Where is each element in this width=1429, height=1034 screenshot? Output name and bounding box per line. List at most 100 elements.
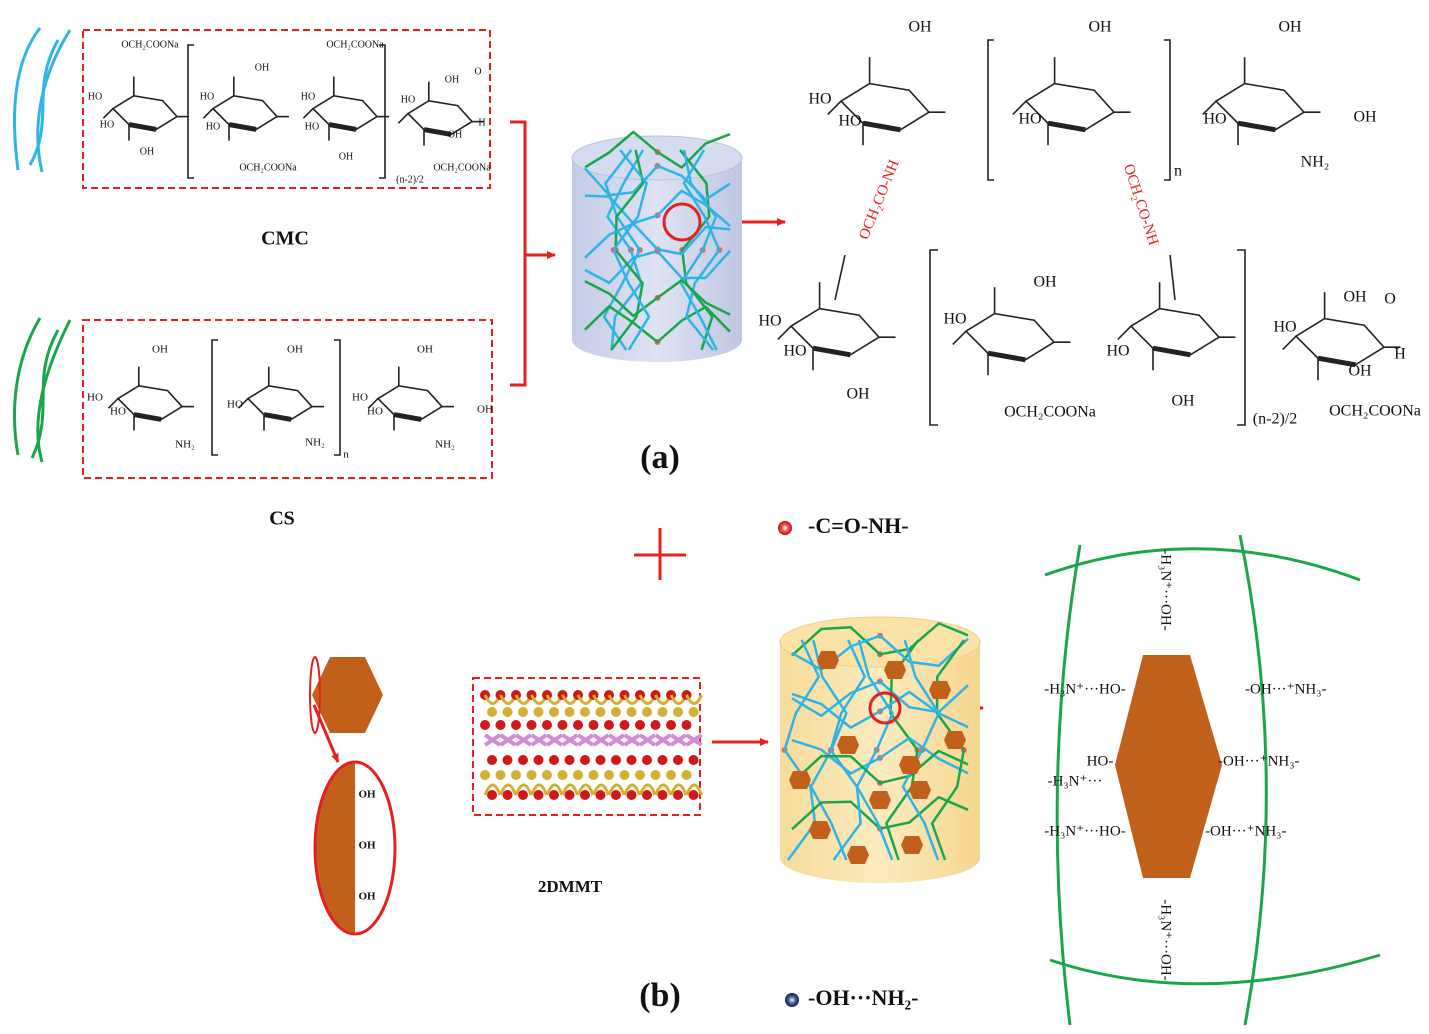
legend-symbol: [778, 521, 792, 535]
chem-label: OH: [417, 344, 433, 356]
chem-label: HO: [367, 406, 383, 418]
figure: OCH₂COONaHOHOOHOHHOHOOCH₂COONaOCH₂COONaH…: [0, 0, 1429, 1029]
chem-label: -H₃N⁺···HO-: [1044, 681, 1125, 697]
chem-label: -OH···⁺NH₃-: [1245, 681, 1326, 697]
ring-bond: [1283, 336, 1296, 349]
ring-bond: [103, 109, 113, 119]
chem-label: OH: [477, 404, 493, 416]
chem-label: H: [478, 117, 485, 128]
bracket: [379, 45, 385, 178]
mmt-atom: [651, 720, 661, 730]
mmt-atom: [596, 755, 606, 765]
chem-label: HO: [227, 399, 243, 411]
ring: [1296, 319, 1384, 365]
ring-bond: [1153, 348, 1190, 355]
chem-label: HO: [783, 343, 806, 360]
ring: [378, 386, 442, 420]
legend-label: -C=O-NH-: [808, 513, 909, 538]
mmt-atom: [604, 720, 614, 730]
mmt-atom: [487, 790, 497, 800]
mmt-atom: [496, 770, 506, 780]
mmt-atom: [666, 720, 676, 730]
ring: [408, 101, 472, 135]
mmt-atom: [580, 755, 590, 765]
ring: [113, 96, 177, 130]
mmt-atom: [542, 720, 552, 730]
chem-label: n: [1174, 163, 1182, 180]
mmt-atom: [542, 770, 552, 780]
platelet: [909, 781, 931, 799]
chem-label: OH: [908, 19, 932, 36]
platelet: [809, 821, 831, 839]
mmt-atom: [642, 755, 652, 765]
chem-label: OH: [255, 62, 269, 73]
ring: [966, 314, 1054, 360]
ring: [213, 96, 277, 130]
bracket: [988, 40, 994, 180]
mmt-atom: [518, 707, 528, 717]
mmt-atom: [487, 755, 497, 765]
ring-bond: [303, 109, 313, 119]
mmt-atom: [651, 770, 661, 780]
legend-label: -OH···NH₂-: [808, 985, 918, 1010]
ring: [118, 386, 182, 420]
chem-label: HO: [758, 313, 781, 330]
mmt-atom: [689, 755, 699, 765]
chem-label: H: [1394, 346, 1406, 363]
mmt-atom: [549, 790, 559, 800]
polymer-strands: [14, 28, 70, 462]
chem-label: HO: [100, 119, 114, 130]
platelet: [817, 651, 839, 669]
ring-bond: [863, 123, 900, 130]
ring-bond: [329, 125, 356, 130]
mmt-atom: [558, 770, 568, 780]
chem-label: HO: [88, 91, 102, 102]
mmt-atom: [589, 720, 599, 730]
chem-label: NH₂: [175, 439, 195, 451]
chem-label: OH: [1278, 19, 1302, 36]
mmt-atom: [518, 790, 528, 800]
ring: [1131, 309, 1219, 355]
chem-label: HO-: [1087, 753, 1114, 769]
mmt-atom: [596, 707, 606, 717]
page: { "panel_a": { "label": "(a)", "cmc": { …: [0, 0, 1429, 1029]
mmt-atom: [480, 720, 490, 730]
mmt-atom: [666, 770, 676, 780]
mmt-atom: [503, 790, 513, 800]
chem-label: HO: [808, 91, 831, 108]
chem-label: HO: [1273, 319, 1296, 336]
chem-label: OH: [358, 891, 376, 903]
chem-label: OCH₂COONa: [1329, 403, 1421, 420]
link-label: OCH₂CO-NH: [856, 158, 903, 242]
link-bond: [835, 255, 845, 300]
mmt-atom: [534, 755, 544, 765]
bracket: [212, 340, 218, 455]
mmt-atom: [503, 707, 513, 717]
chem-label: OH: [358, 789, 376, 801]
chem-label: NH₂: [305, 437, 325, 449]
chem-label: OH: [445, 74, 459, 85]
ring-bond: [394, 415, 421, 420]
panel-label: (b): [639, 977, 681, 1014]
mmt-atom: [689, 790, 699, 800]
platelet: [901, 836, 923, 854]
chem-label: HO: [352, 392, 368, 404]
chem-label: NH₂: [1301, 154, 1330, 171]
mmt-atom: [611, 707, 621, 717]
mmt-atom: [673, 755, 683, 765]
ring-bond: [1048, 123, 1085, 130]
mmt-atom: [658, 755, 668, 765]
chem-label: OCH₂COONa: [121, 39, 179, 50]
compound-name: CMC: [261, 228, 309, 250]
mmt-atom: [573, 720, 583, 730]
chem-label: -H₃N⁺···OH-: [1158, 549, 1174, 630]
ring-bond: [264, 415, 291, 420]
mmt-atom: [627, 790, 637, 800]
ring-bond: [988, 353, 1025, 360]
hydrogel-b: [780, 617, 980, 883]
chem-label: OH: [1088, 19, 1112, 36]
chem-label: OH: [1348, 363, 1372, 380]
platelet: [899, 756, 921, 774]
mmt-atom: [611, 755, 621, 765]
mmt-atom: [673, 707, 683, 717]
